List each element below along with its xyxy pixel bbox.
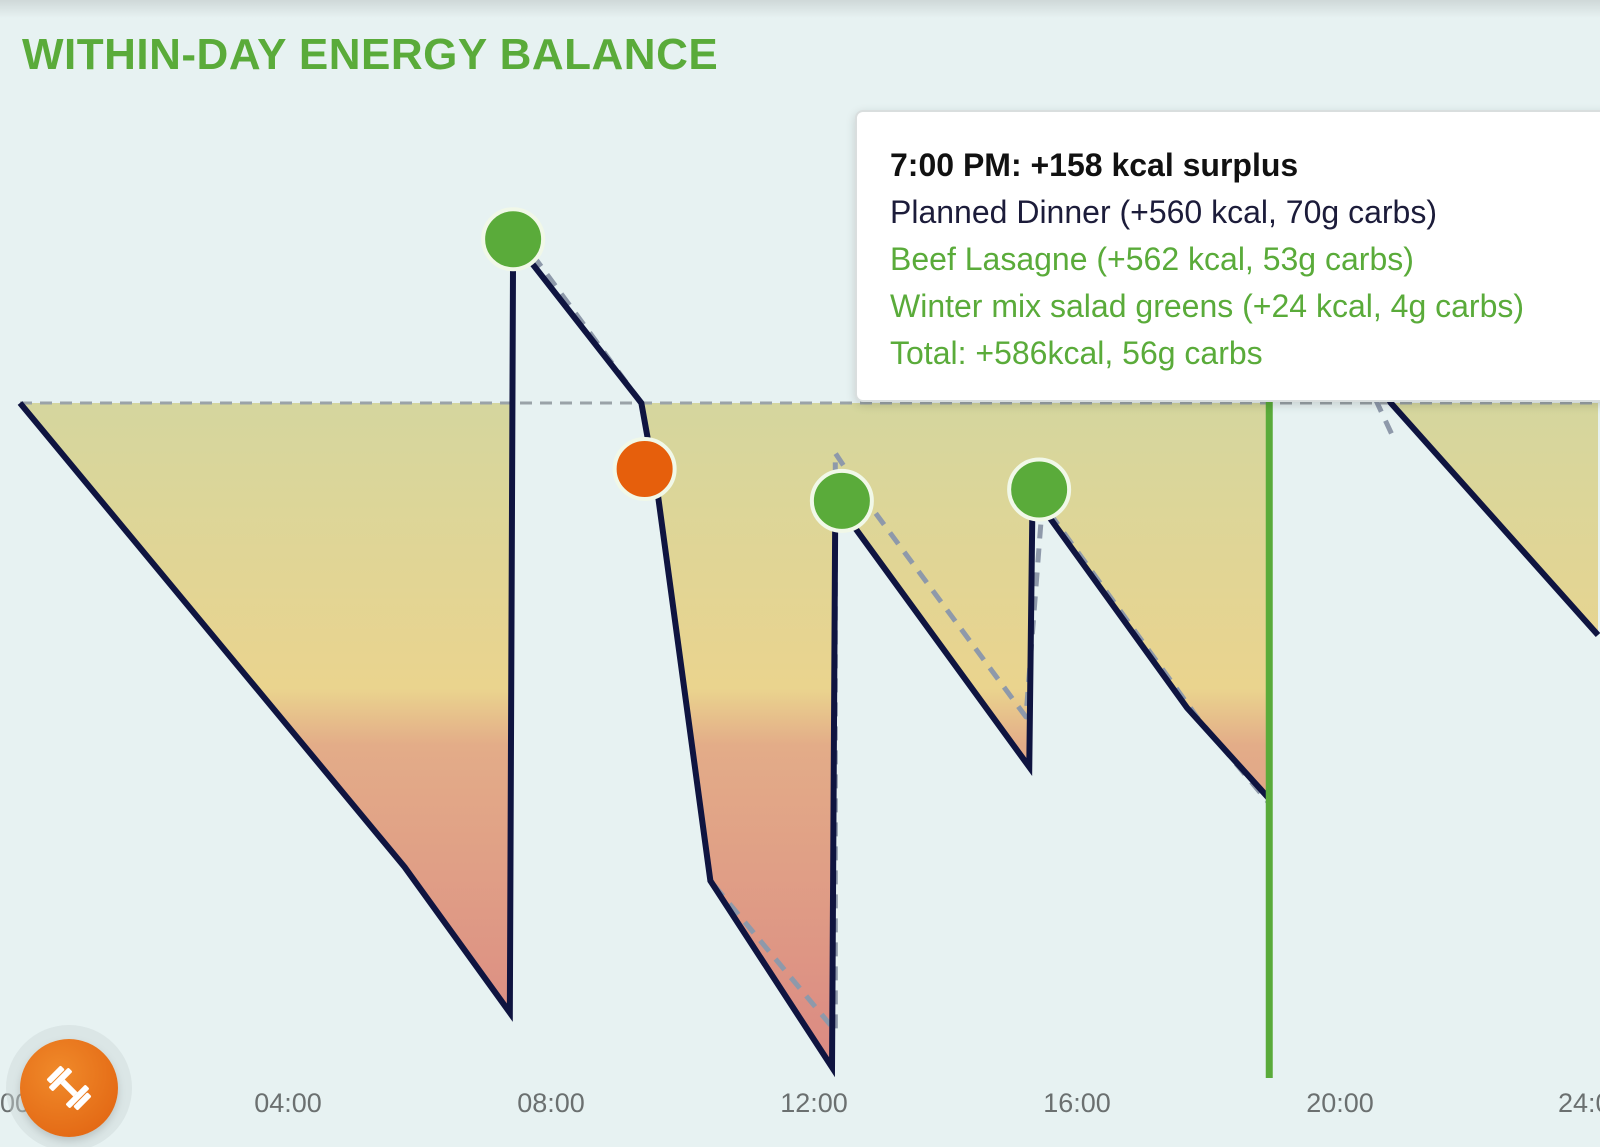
log-exercise-button[interactable] — [20, 1039, 118, 1137]
x-tick-label: 16:00 — [1043, 1088, 1111, 1118]
tooltip-total: Total: +586kcal, 56g carbs — [890, 330, 1600, 377]
dumbbell-icon — [41, 1060, 97, 1116]
x-tick-label: 24:00 — [1558, 1088, 1600, 1118]
x-tick-label: 08:00 — [517, 1088, 585, 1118]
deficit-area — [20, 403, 1598, 1067]
meal-marker[interactable] — [812, 471, 872, 531]
tooltip-food-item: Beef Lasagne (+562 kcal, 53g carbs) — [890, 236, 1600, 283]
x-tick-label: 20:00 — [1306, 1088, 1374, 1118]
tooltip-planned-meal: Planned Dinner (+560 kcal, 70g carbs) — [890, 189, 1600, 236]
meal-marker[interactable] — [1009, 459, 1069, 519]
meal-marker[interactable] — [483, 209, 543, 269]
tooltip-header: 7:00 PM: +158 kcal surplus — [890, 142, 1600, 189]
exercise-marker[interactable] — [615, 439, 675, 499]
tooltip-food-item: Winter mix salad greens (+24 kcal, 4g ca… — [890, 283, 1600, 330]
x-tick-label: 04:00 — [254, 1088, 322, 1118]
x-tick-label: 12:00 — [780, 1088, 848, 1118]
tooltip: 7:00 PM: +158 kcal surplus Planned Dinne… — [855, 110, 1600, 402]
deficit-fill — [20, 403, 1598, 1067]
